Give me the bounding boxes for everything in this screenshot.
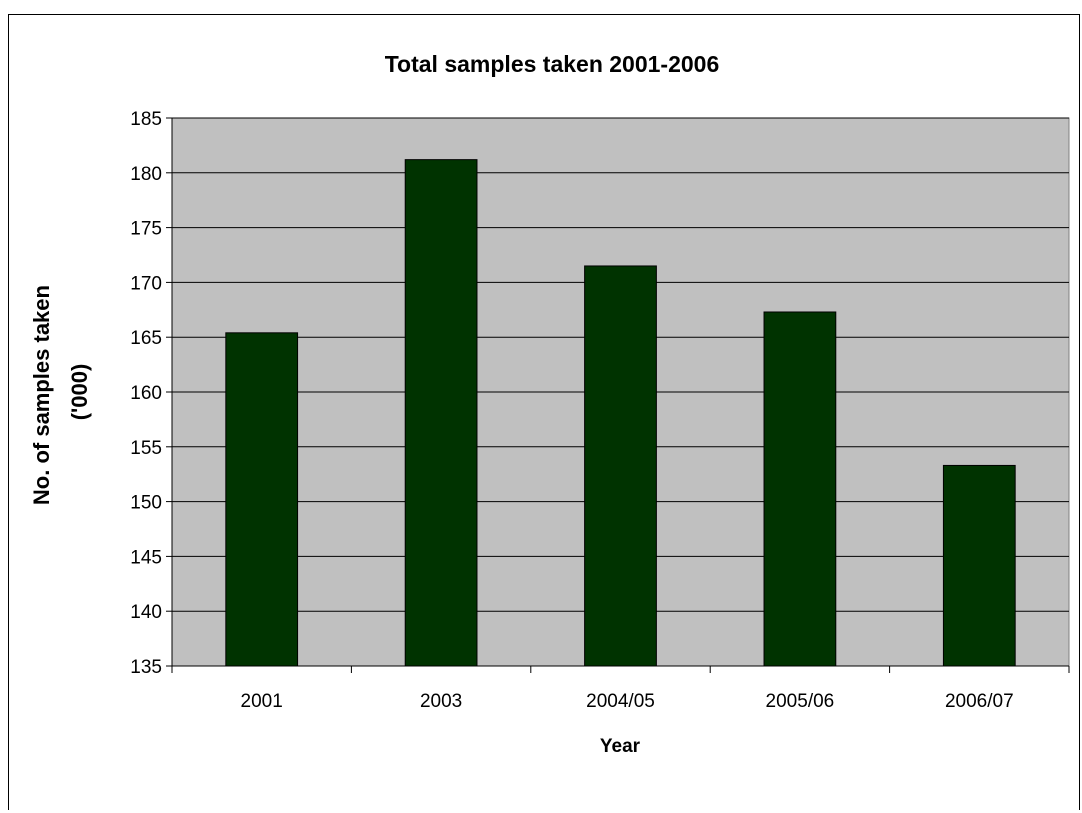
y-axis-label: No. of samples taken ('000) (29, 279, 92, 505)
y-tick-label: 140 (130, 602, 162, 623)
y-tick-label: 145 (130, 547, 162, 568)
chart-title: Total samples taken 2001-2006 (385, 51, 720, 77)
y-tick-label: 135 (130, 657, 162, 678)
x-axis-label: Year (600, 736, 641, 757)
x-tick-label: 2005/06 (766, 691, 835, 712)
y-axis-label-line-1: No. of samples taken (29, 285, 54, 505)
x-tick-label: 2003 (420, 691, 462, 712)
y-tick-label: 165 (130, 328, 162, 349)
y-tick-label: 180 (130, 164, 162, 185)
x-tick-label: 2006/07 (945, 691, 1014, 712)
y-axis-label-line-2: ('000) (67, 364, 92, 421)
x-tick-label: 2004/05 (586, 691, 655, 712)
x-tick-labels: 2001 2003 2004/05 2005/06 2006/07 (241, 691, 1014, 712)
chart-frame (8, 14, 1080, 810)
y-tick-label: 155 (130, 438, 162, 459)
y-tick-label: 150 (130, 493, 162, 514)
bar (584, 265, 657, 667)
y-tick-label: 170 (130, 273, 162, 294)
bar (404, 159, 478, 667)
y-tick-labels: 135 140 145 150 155 160 165 170 175 180 185 (130, 109, 162, 678)
bar (763, 311, 837, 667)
y-tick-label: 160 (130, 383, 162, 404)
y-tick-label: 175 (130, 219, 162, 240)
bars (225, 159, 1016, 667)
bar (225, 332, 299, 667)
x-tick-label: 2001 (241, 691, 283, 712)
axes (166, 117, 1070, 673)
bar (942, 464, 1016, 667)
y-tick-label: 185 (130, 109, 162, 130)
